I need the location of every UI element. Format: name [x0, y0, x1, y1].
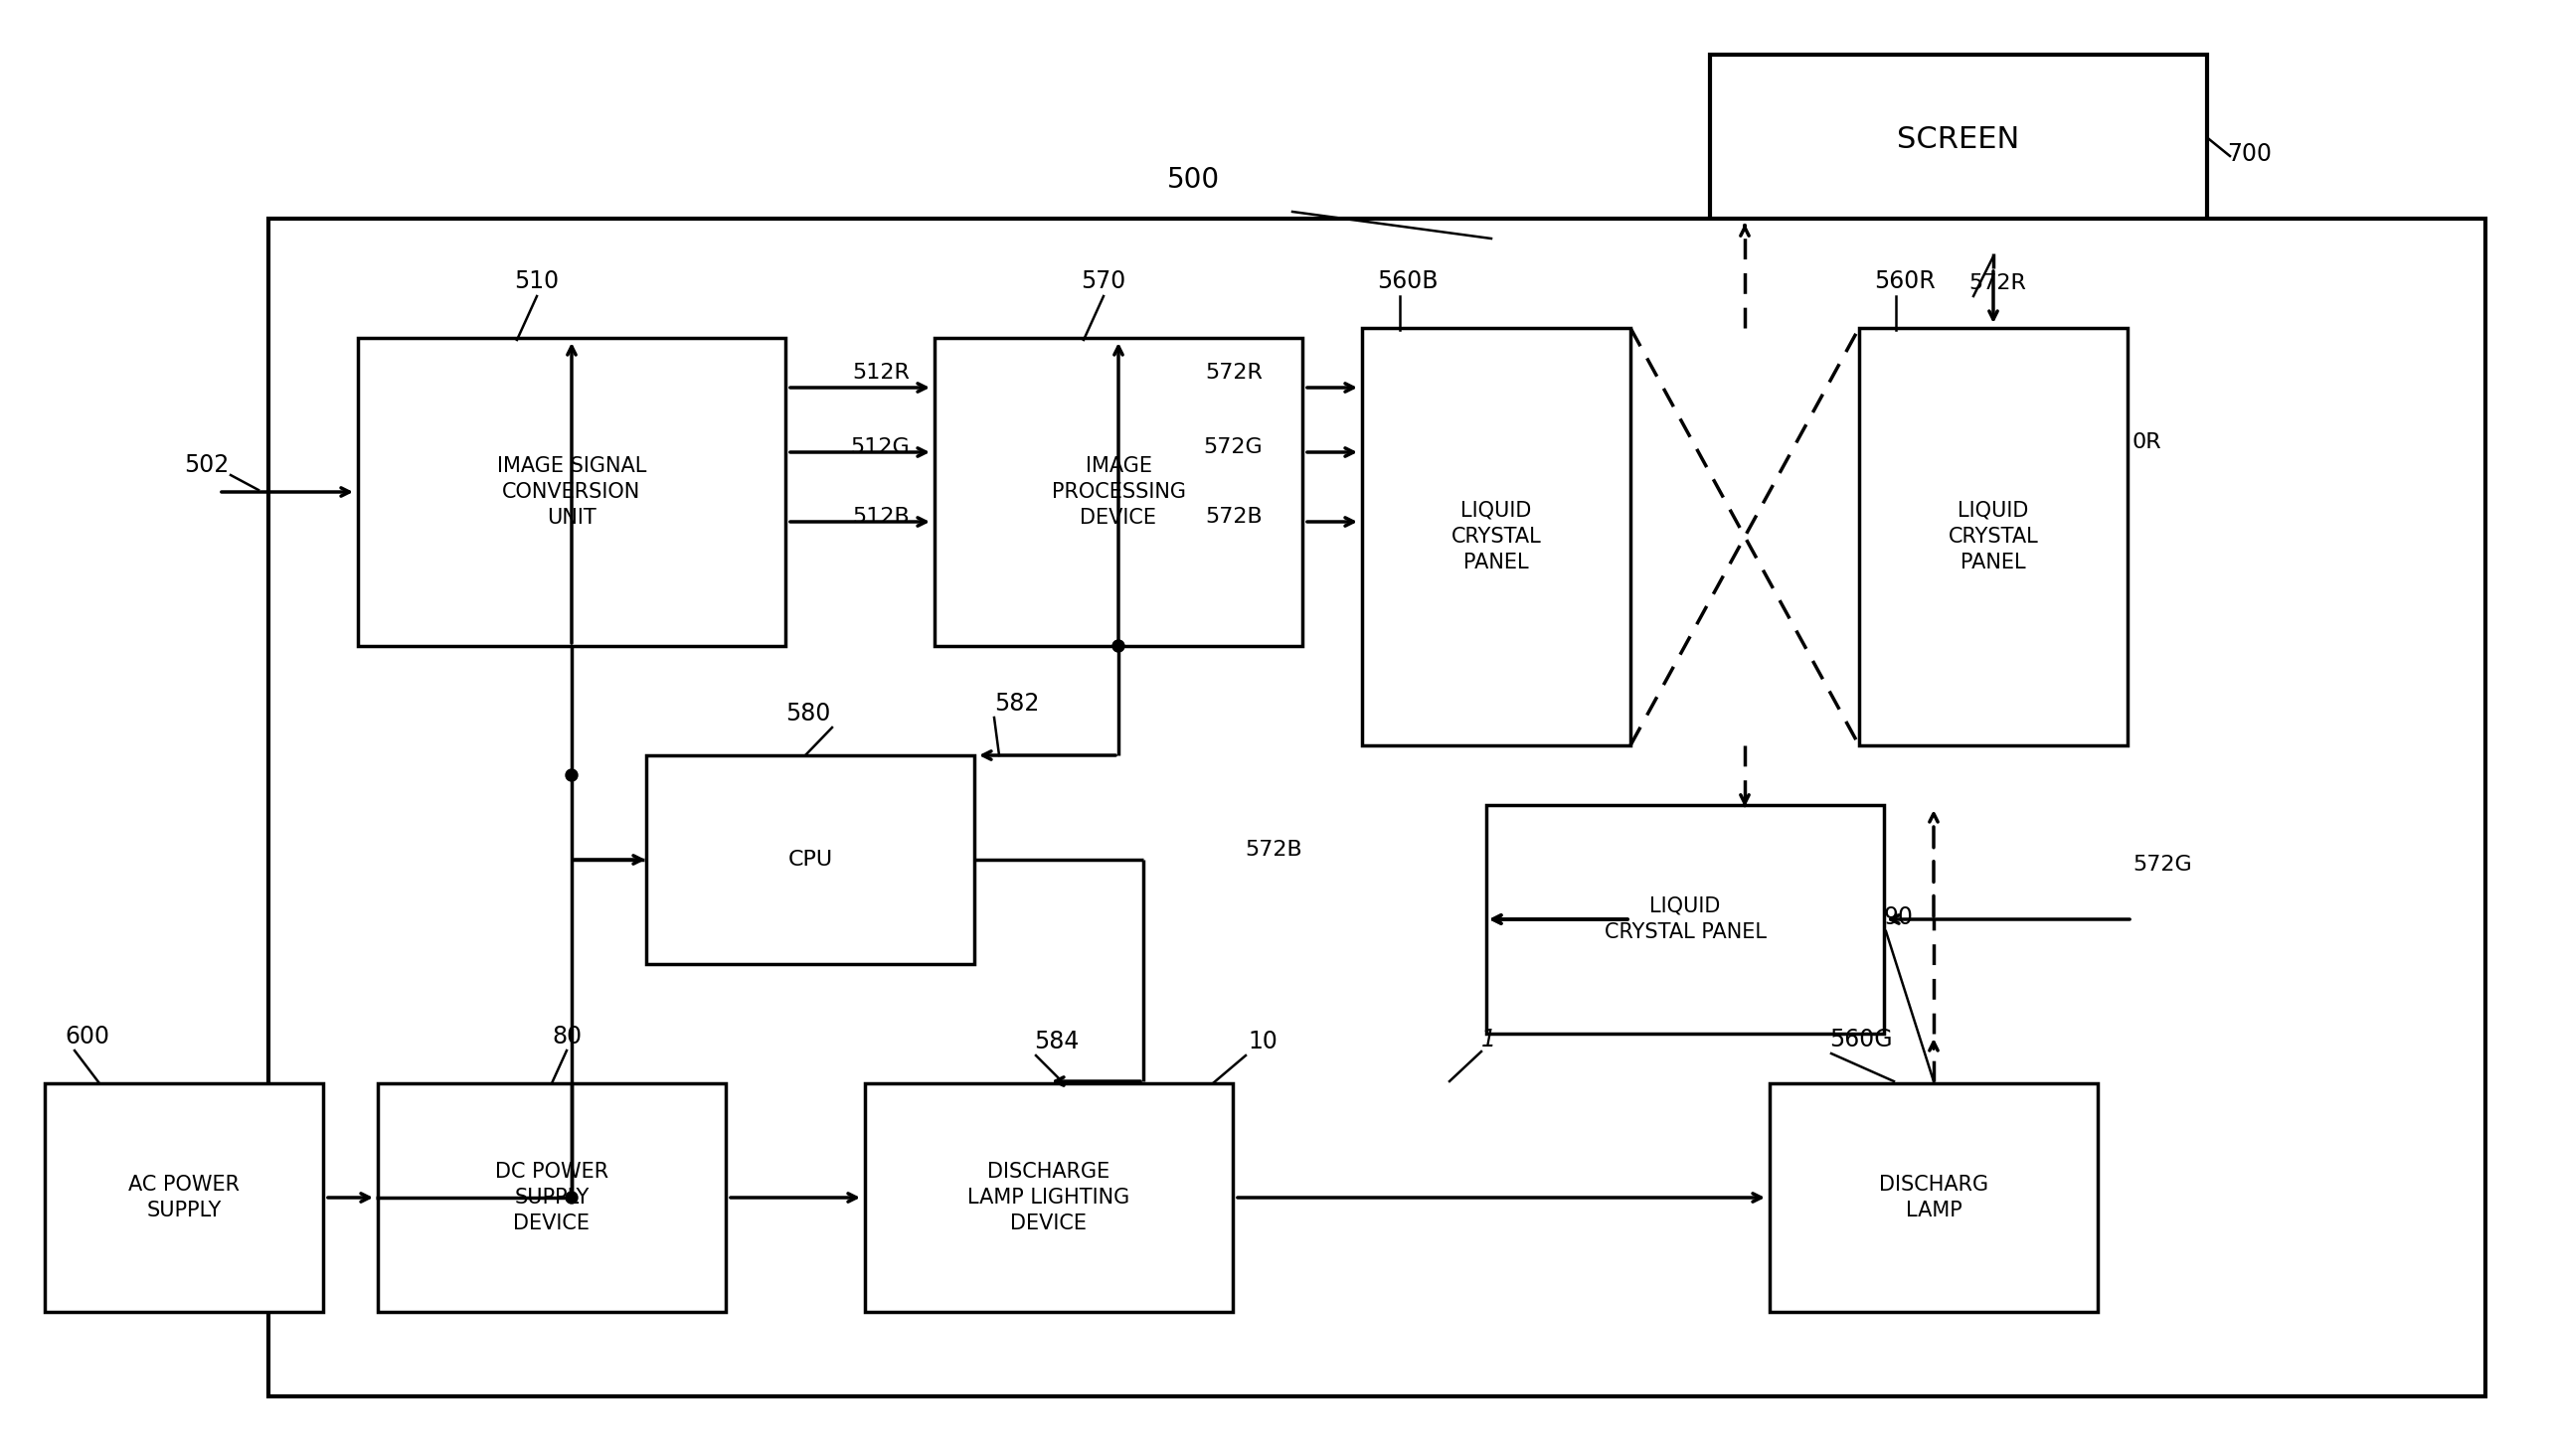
Text: 572B: 572B — [1245, 840, 1302, 859]
Text: 502: 502 — [184, 453, 228, 478]
Text: 510: 510 — [514, 269, 560, 293]
Text: IMAGE SIGNAL
CONVERSION
UNIT: IMAGE SIGNAL CONVERSION UNIT — [496, 456, 647, 529]
Text: 600: 600 — [64, 1025, 110, 1048]
Bar — [43, 1083, 322, 1312]
Text: 560B: 560B — [1376, 269, 1437, 293]
Text: 570: 570 — [1082, 269, 1125, 293]
Text: DISCHARG
LAMP: DISCHARG LAMP — [1879, 1175, 1989, 1220]
Text: 560G: 560G — [1828, 1028, 1892, 1051]
Circle shape — [565, 769, 578, 782]
Text: DISCHARGE
LAMP LIGHTING
DEVICE: DISCHARGE LAMP LIGHTING DEVICE — [967, 1162, 1130, 1233]
Text: 80: 80 — [552, 1025, 580, 1048]
Text: LIQUID
CRYSTAL PANEL: LIQUID CRYSTAL PANEL — [1603, 897, 1767, 942]
Text: SCREEN: SCREEN — [1897, 125, 2020, 153]
Text: 512G: 512G — [851, 437, 910, 457]
Bar — [1769, 1083, 2097, 1312]
Bar — [1711, 55, 2207, 224]
Text: AC POWER
SUPPLY: AC POWER SUPPLY — [128, 1175, 240, 1220]
Text: IMAGE
PROCESSING
DEVICE: IMAGE PROCESSING DEVICE — [1051, 456, 1186, 529]
Text: LIQUID
CRYSTAL
PANEL: LIQUID CRYSTAL PANEL — [1948, 501, 2038, 572]
Text: CPU: CPU — [788, 850, 834, 869]
Text: 572G: 572G — [1204, 437, 1263, 457]
Text: 700: 700 — [2227, 143, 2271, 166]
Text: 512R: 512R — [851, 363, 910, 383]
Text: LIQUID
CRYSTAL
PANEL: LIQUID CRYSTAL PANEL — [1452, 501, 1542, 572]
Text: 0R: 0R — [2133, 432, 2161, 453]
Text: 1: 1 — [1481, 1028, 1496, 1051]
Circle shape — [565, 1191, 578, 1204]
Text: 10: 10 — [1248, 1029, 1278, 1054]
Bar — [1363, 328, 1631, 745]
Text: 584: 584 — [1033, 1029, 1079, 1054]
Bar — [1486, 805, 1885, 1034]
Text: 500: 500 — [1166, 166, 1220, 194]
Bar — [268, 218, 2485, 1396]
Text: DC POWER
SUPPLY
DEVICE: DC POWER SUPPLY DEVICE — [496, 1162, 609, 1233]
Bar — [1859, 328, 2127, 745]
Text: 582: 582 — [995, 692, 1038, 715]
Bar — [378, 1083, 726, 1312]
Text: 512B: 512B — [851, 507, 910, 527]
Text: 560R: 560R — [1874, 269, 1936, 293]
Circle shape — [1112, 641, 1125, 652]
Bar — [933, 338, 1302, 646]
Bar — [647, 756, 974, 964]
Text: 580: 580 — [785, 702, 831, 725]
Text: 572G: 572G — [2133, 855, 2191, 875]
Text: 572B: 572B — [1204, 507, 1263, 527]
Text: 90: 90 — [1885, 906, 1913, 929]
Bar — [358, 338, 785, 646]
Text: 572R: 572R — [1969, 274, 2025, 293]
Text: 572R: 572R — [1204, 363, 1263, 383]
Bar — [864, 1083, 1232, 1312]
